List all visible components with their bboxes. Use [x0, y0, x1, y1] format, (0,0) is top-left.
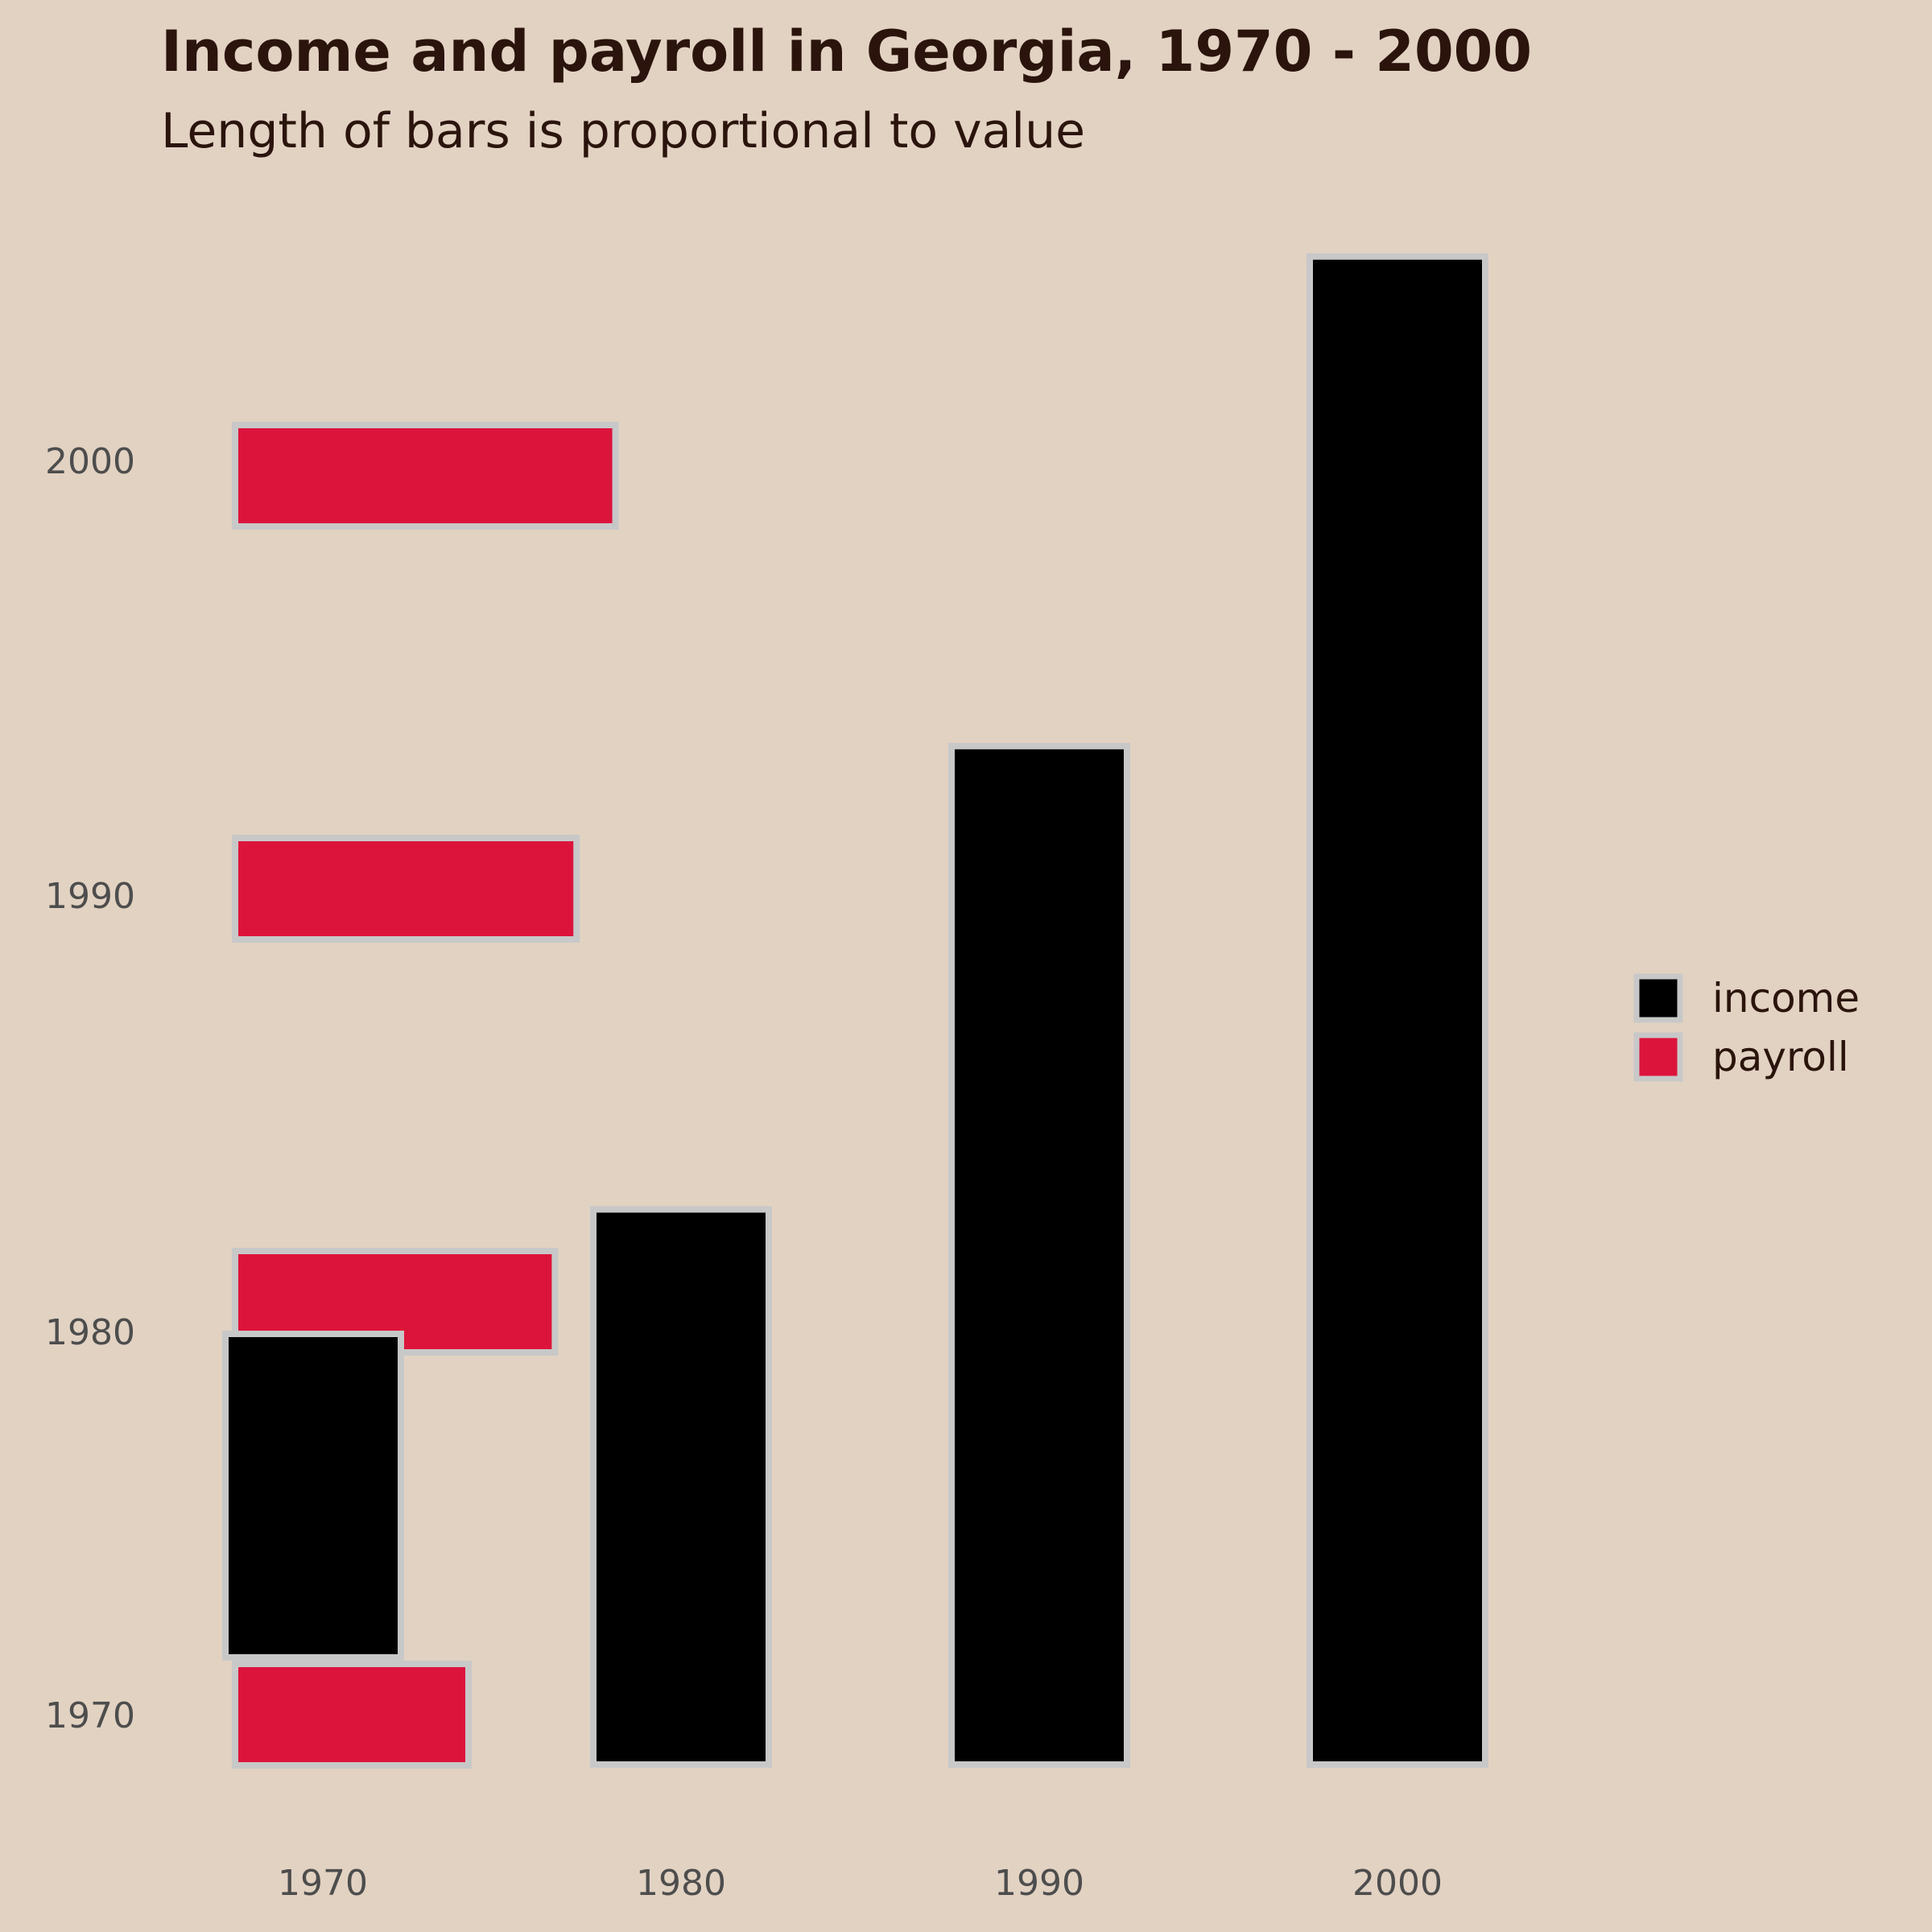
legend-swatch-income	[1633, 973, 1683, 1023]
income-bar-1970	[222, 1331, 404, 1661]
x-axis-ticks: 1970 1980 1990 2000	[278, 1863, 1443, 1904]
x-tick-label: 1980	[636, 1863, 726, 1904]
legend-label-payroll: payroll	[1712, 1034, 1849, 1080]
payroll-bar-2000	[232, 422, 619, 530]
income-bar-1980	[590, 1206, 772, 1768]
payroll-bar-1990	[232, 835, 580, 943]
chart-subtitle: Length of bars is proportional to value	[161, 103, 1085, 159]
income-bar-1990	[948, 742, 1130, 1768]
y-tick-label: 2000	[45, 441, 135, 482]
legend-swatch-payroll	[1633, 1032, 1683, 1082]
x-tick-label: 1970	[278, 1863, 368, 1904]
y-tick-label: 1980	[45, 1312, 135, 1353]
x-tick-label: 1990	[994, 1863, 1084, 1904]
chart-title: Income and payroll in Georgia, 1970 - 20…	[161, 19, 1532, 85]
y-tick-label: 1970	[45, 1695, 135, 1736]
y-axis-ticks: 1970 1980 1990 2000	[45, 441, 135, 1736]
income-bar-2000	[1307, 253, 1488, 1768]
payroll-bar-1970	[232, 1661, 472, 1769]
legend: income payroll	[1633, 973, 1860, 1082]
x-tick-label: 2000	[1352, 1863, 1443, 1904]
legend-label-income: income	[1712, 975, 1860, 1022]
y-tick-label: 1990	[45, 876, 135, 917]
plot-area	[222, 253, 1488, 1769]
